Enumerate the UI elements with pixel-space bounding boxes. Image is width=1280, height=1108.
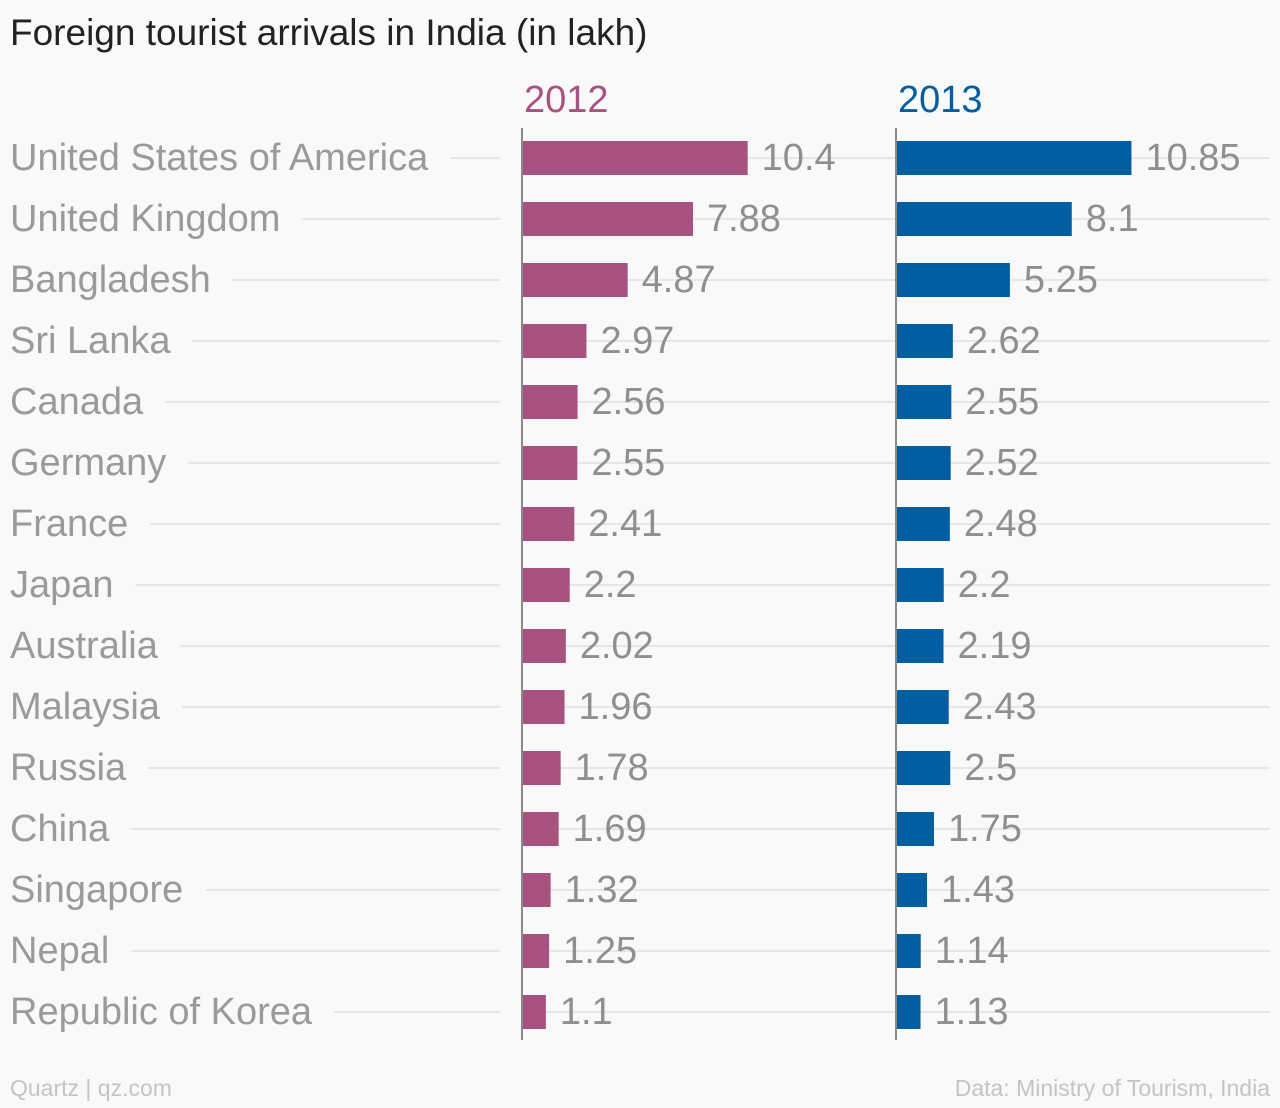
series-header: 2012 xyxy=(524,79,609,121)
bar xyxy=(896,690,949,724)
value-label: 2.5 xyxy=(964,747,1017,789)
value-label: 10.85 xyxy=(1145,137,1240,179)
chart-title: Foreign tourist arrivals in India (in la… xyxy=(10,12,648,53)
value-label: 2.62 xyxy=(967,320,1041,362)
bar xyxy=(522,202,693,236)
bar xyxy=(522,751,561,785)
category-label: Russia xyxy=(10,747,127,789)
value-label: 1.75 xyxy=(948,808,1022,850)
series-header: 2013 xyxy=(898,79,983,121)
value-label: 2.19 xyxy=(958,625,1032,667)
footer-source: Data: Ministry of Tourism, India xyxy=(954,1075,1270,1101)
bar xyxy=(896,446,951,480)
value-label: 2.2 xyxy=(958,564,1011,606)
value-label: 1.69 xyxy=(573,808,647,850)
bar xyxy=(896,324,953,358)
bar xyxy=(896,141,1132,175)
value-label: 2.52 xyxy=(965,442,1039,484)
category-label: France xyxy=(10,503,128,545)
bar xyxy=(522,507,575,541)
value-label: 2.97 xyxy=(600,320,674,362)
bar xyxy=(896,873,928,907)
value-label: 7.88 xyxy=(707,198,781,240)
bar xyxy=(896,263,1010,297)
category-label: United States of America xyxy=(10,137,429,179)
bar xyxy=(896,385,952,419)
value-label: 4.87 xyxy=(642,259,716,301)
bar xyxy=(522,690,565,724)
value-label: 8.1 xyxy=(1086,198,1139,240)
value-label: 1.43 xyxy=(941,869,1015,911)
category-label: United Kingdom xyxy=(10,198,280,240)
value-label: 1.13 xyxy=(935,991,1009,1033)
value-label: 1.78 xyxy=(575,747,649,789)
bar xyxy=(522,873,551,907)
bar xyxy=(522,324,587,358)
value-label: 1.96 xyxy=(579,686,653,728)
bar xyxy=(896,202,1072,236)
bar xyxy=(522,812,559,846)
bar xyxy=(522,629,566,663)
bar xyxy=(896,751,951,785)
value-label: 10.4 xyxy=(762,137,836,179)
value-label: 1.32 xyxy=(565,869,639,911)
value-label: 1.1 xyxy=(560,991,613,1033)
value-label: 2.2 xyxy=(584,564,637,606)
value-label: 2.43 xyxy=(963,686,1037,728)
category-label: Nepal xyxy=(10,930,109,972)
category-label: Republic of Korea xyxy=(10,991,313,1033)
bar xyxy=(522,385,578,419)
value-label: 5.25 xyxy=(1024,259,1098,301)
bar xyxy=(522,934,550,968)
category-label: Malaysia xyxy=(10,686,161,728)
bar xyxy=(522,446,578,480)
bar xyxy=(896,507,950,541)
category-label: Sri Lanka xyxy=(10,320,171,362)
bar xyxy=(896,568,944,602)
bar xyxy=(896,629,944,663)
value-label: 2.02 xyxy=(580,625,654,667)
value-label: 2.48 xyxy=(964,503,1038,545)
bar xyxy=(896,934,921,968)
category-label: Canada xyxy=(10,381,144,423)
value-label: 2.55 xyxy=(591,442,665,484)
category-label: Singapore xyxy=(10,869,183,911)
category-label: Germany xyxy=(10,442,166,484)
value-label: 1.25 xyxy=(563,930,637,972)
bar xyxy=(896,812,934,846)
bar xyxy=(522,263,628,297)
bar xyxy=(522,141,748,175)
category-label: Bangladesh xyxy=(10,259,211,301)
bar xyxy=(896,995,921,1029)
value-label: 1.14 xyxy=(935,930,1009,972)
value-label: 2.55 xyxy=(965,381,1039,423)
footer-credit: Quartz | qz.com xyxy=(10,1075,172,1101)
bar xyxy=(522,995,546,1029)
category-label: Japan xyxy=(10,564,114,606)
value-label: 2.56 xyxy=(592,381,666,423)
category-label: Australia xyxy=(10,625,159,667)
bar xyxy=(522,568,570,602)
value-label: 2.41 xyxy=(588,503,662,545)
category-label: China xyxy=(10,808,110,850)
